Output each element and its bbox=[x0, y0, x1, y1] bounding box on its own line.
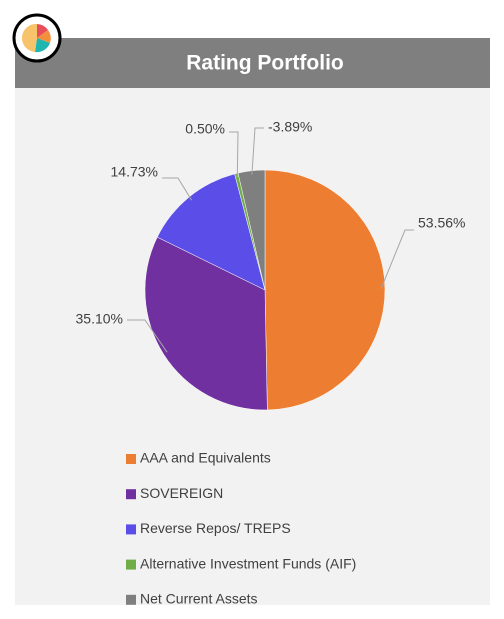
legend-swatch bbox=[126, 454, 136, 464]
leader-line bbox=[229, 131, 239, 178]
legend-swatch bbox=[126, 489, 136, 500]
legend-swatch bbox=[126, 559, 136, 570]
header-bar bbox=[15, 38, 490, 88]
pie-slice bbox=[156, 173, 266, 291]
leader-line bbox=[127, 319, 168, 353]
leader-line bbox=[162, 177, 193, 201]
legend-label: SOVEREIGN bbox=[140, 485, 223, 501]
legend-label: Net Current Assets bbox=[140, 591, 258, 607]
data-label: 14.73% bbox=[111, 164, 158, 180]
leader-line bbox=[251, 127, 264, 175]
legend-label: Alternative Investment Funds (AIF) bbox=[140, 555, 356, 571]
pie-slice bbox=[237, 169, 266, 291]
data-label: 0.50% bbox=[185, 121, 225, 137]
data-label: -3.89% bbox=[268, 119, 312, 135]
legend-swatch bbox=[126, 524, 136, 535]
chart-title: Rating Portfolio bbox=[186, 52, 343, 75]
pie-slice bbox=[144, 236, 268, 411]
icon bbox=[12, 13, 62, 63]
data-label: 53.56% bbox=[418, 215, 465, 231]
legend-label: AAA and Equivalents bbox=[140, 450, 271, 466]
leader-line bbox=[380, 229, 414, 290]
legend-label: Reverse Repos/ TREPS bbox=[140, 520, 291, 536]
legend-swatch bbox=[126, 594, 136, 605]
data-label: 35.10% bbox=[76, 311, 123, 327]
pie-slice bbox=[264, 169, 386, 411]
